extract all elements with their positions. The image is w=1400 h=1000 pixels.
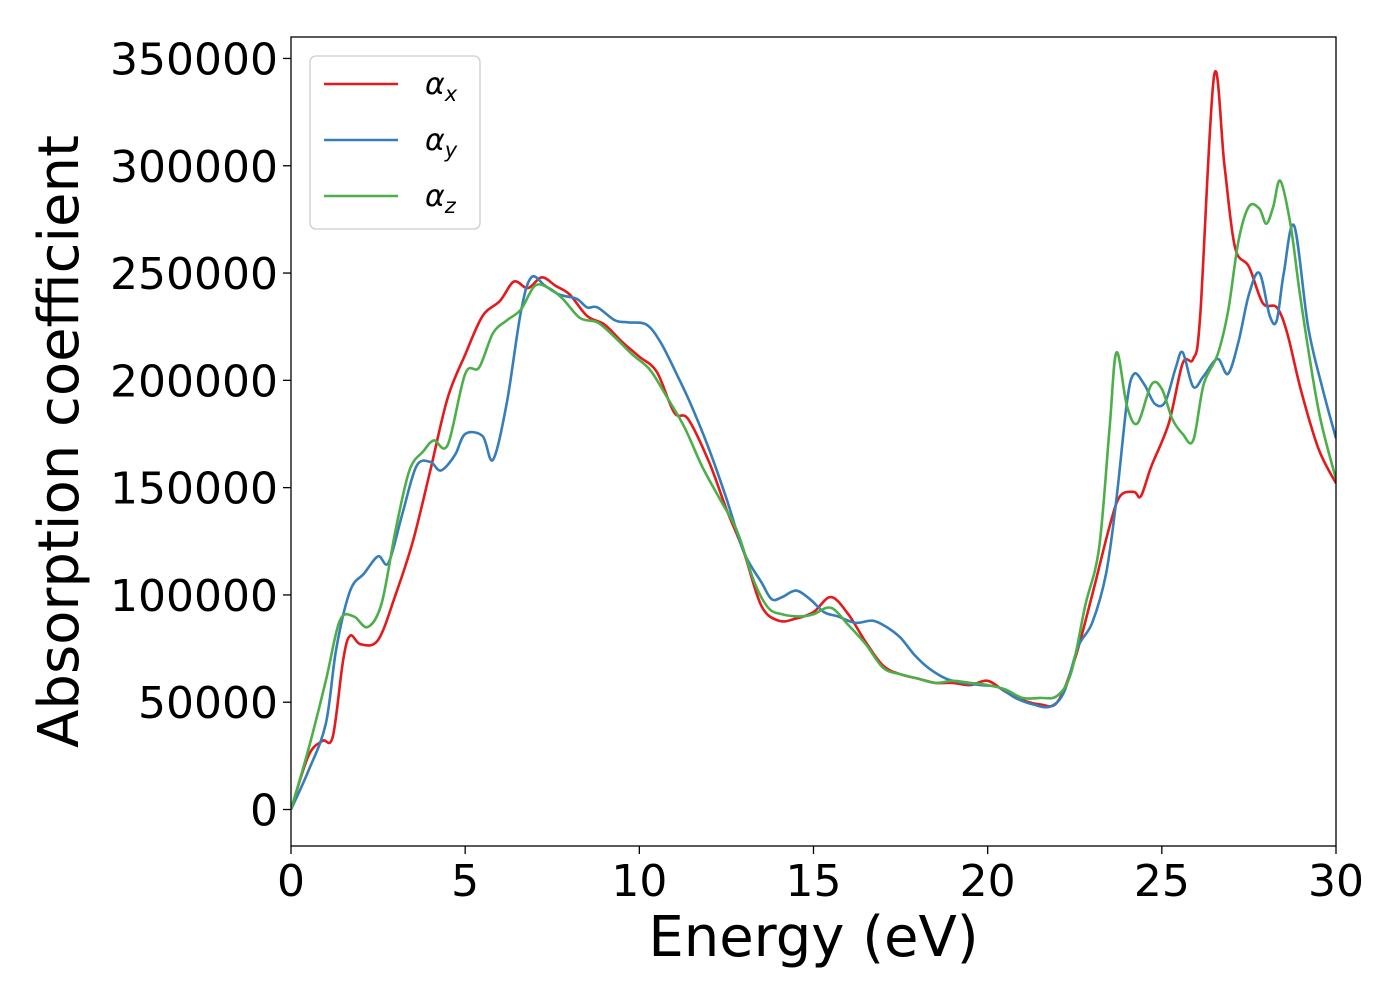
x-tick-label: 0 [277, 856, 305, 907]
legend-label-y: αy [425, 123, 458, 162]
x-axis-title: Energy (eV) [648, 905, 978, 970]
y-tick-label: 150000 [110, 464, 278, 515]
x-tick-label: 25 [1134, 856, 1190, 907]
y-tick-label: 200000 [110, 356, 278, 407]
y-axis-ticks: 0 50000 100000 150000 200000 250000 300000 3500… [110, 34, 291, 837]
x-tick-label: 20 [960, 856, 1016, 907]
x-tick-label: 5 [451, 856, 479, 907]
y-tick-label: 0 [250, 786, 278, 837]
legend-label-x: αx [425, 67, 458, 106]
x-tick-label: 10 [611, 856, 667, 907]
legend-box [309, 55, 481, 230]
legend-label-z: αz [425, 179, 457, 218]
x-axis-ticks: 0 5 10 15 20 25 30 [277, 846, 1364, 907]
y-axis-title: Absorption coefficient [27, 135, 92, 748]
legend: αx αy αz [309, 55, 481, 230]
y-tick-label: 350000 [110, 34, 278, 85]
x-tick-label: 15 [786, 856, 842, 907]
series-line-x [291, 70, 1336, 810]
plot-frame [290, 36, 1337, 847]
series-line-z [291, 179, 1336, 810]
plot-area [291, 70, 1336, 811]
y-tick-label: 50000 [138, 678, 278, 729]
y-tick-label: 100000 [110, 571, 278, 622]
series-line-y [291, 223, 1336, 811]
y-tick-label: 250000 [110, 249, 278, 300]
x-tick-label: 30 [1308, 856, 1364, 907]
y-tick-label: 300000 [110, 142, 278, 193]
